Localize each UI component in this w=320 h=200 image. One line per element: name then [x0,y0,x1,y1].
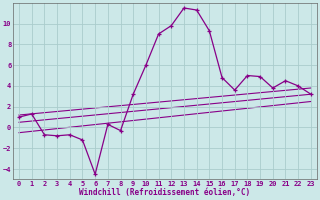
X-axis label: Windchill (Refroidissement éolien,°C): Windchill (Refroidissement éolien,°C) [79,188,251,197]
